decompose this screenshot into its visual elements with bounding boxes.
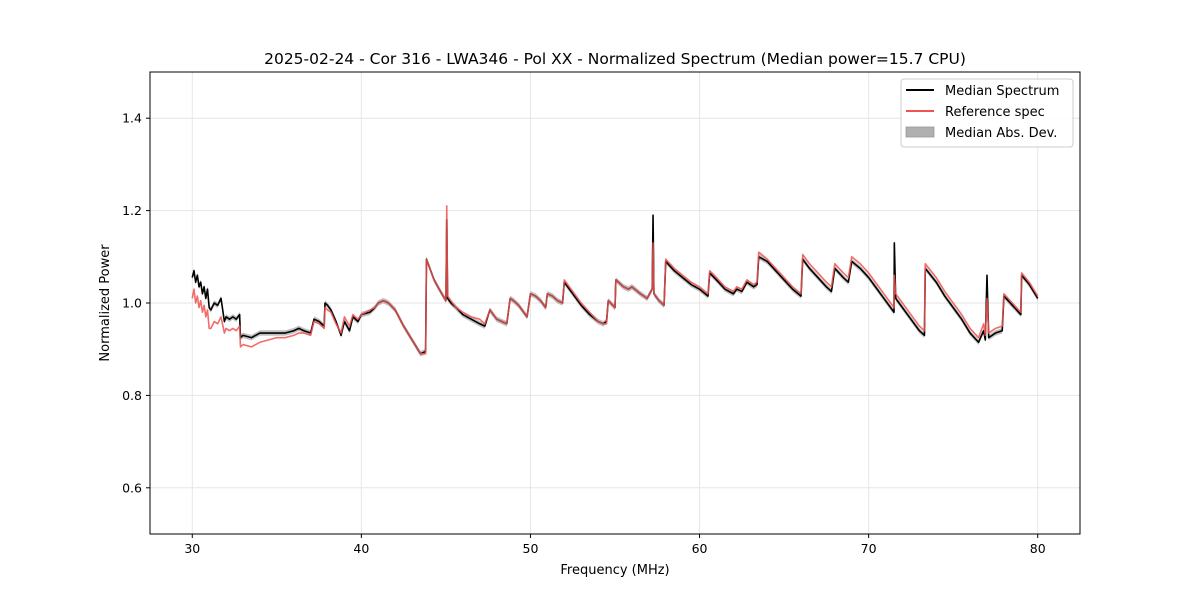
x-tick-label: 50: [523, 541, 539, 556]
x-tick-label: 60: [692, 541, 708, 556]
y-tick-label: 1.0: [122, 296, 142, 311]
legend-box: [900, 78, 1074, 148]
y-tick-label: 0.8: [122, 388, 142, 403]
x-axis-ticks: 30 40 50 60 70 80: [184, 534, 1046, 556]
x-tick-label: 70: [861, 541, 877, 556]
y-axis-ticks: 0.6 0.8 1.0 1.2 1.4: [122, 111, 150, 495]
legend-mad-patch: [905, 126, 935, 138]
legend-reference-label: Reference spec: [945, 105, 1045, 120]
y-tick-label: 1.4: [122, 111, 142, 126]
series-group: [191, 205, 1039, 355]
x-axis-label: Frequency (MHz): [560, 563, 669, 578]
y-tick-label: 0.6: [122, 480, 142, 495]
y-axis-label: Normalized Power: [98, 244, 113, 362]
x-tick-label: 30: [184, 541, 200, 556]
legend-mad-label: Median Abs. Dev.: [945, 126, 1057, 141]
x-tick-label: 40: [353, 541, 369, 556]
reference-spectrum-line: [191, 205, 1039, 355]
legend-median-label: Median Spectrum: [945, 84, 1059, 99]
chart-title: 2025-02-24 - Cor 316 - LWA346 - Pol XX -…: [264, 50, 966, 68]
y-tick-label: 1.2: [122, 203, 142, 218]
legend: Median Spectrum Reference spec Median Ab…: [900, 78, 1074, 148]
x-tick-label: 80: [1030, 541, 1046, 556]
